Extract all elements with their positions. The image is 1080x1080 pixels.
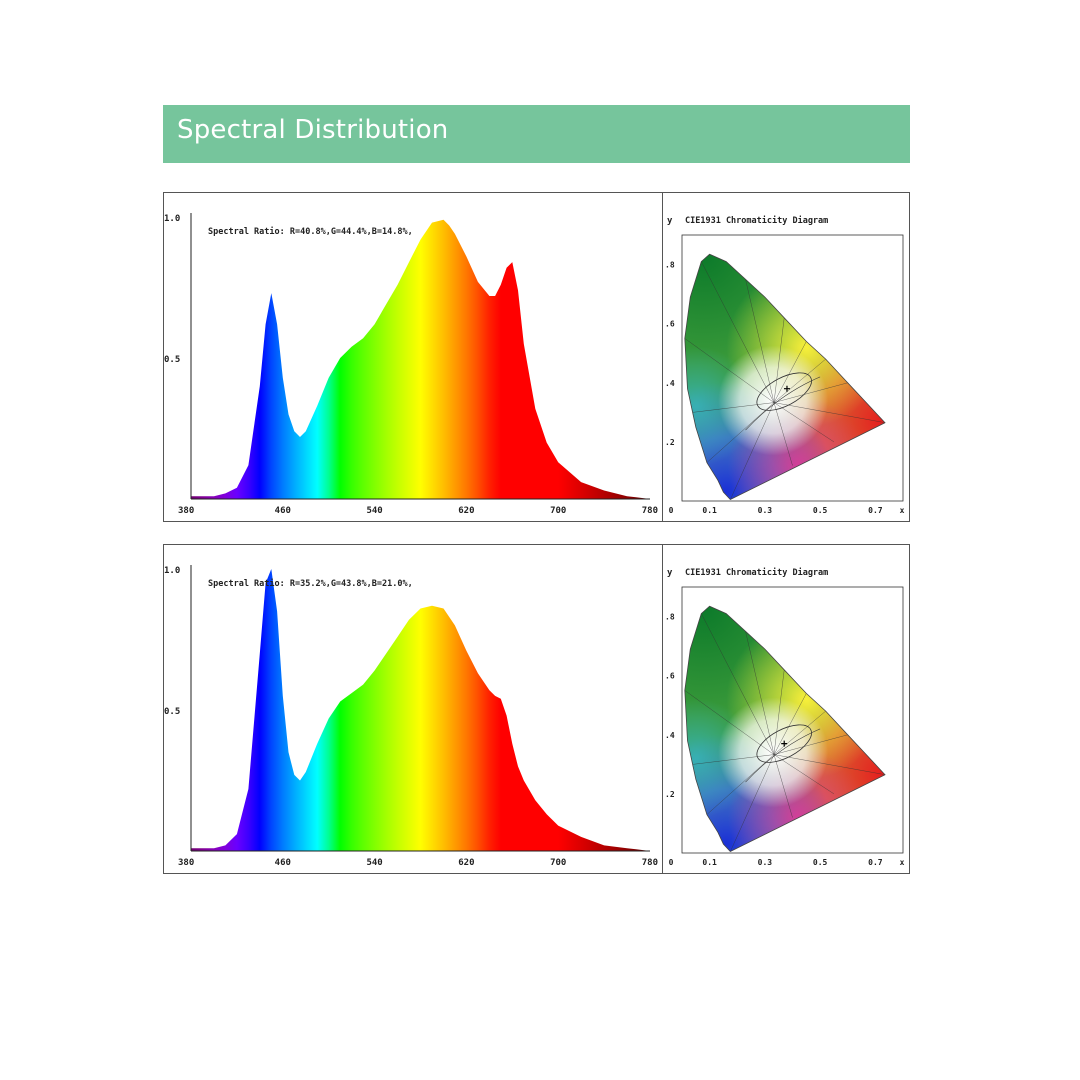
y-tick-label: 1.0 bbox=[164, 214, 180, 224]
cie-x-axis-label: x bbox=[900, 858, 905, 867]
y-tick-label: 1.0 bbox=[164, 566, 180, 576]
spectrum-chart-1: 1.0 0.5 380 460 540 620 700 780 Spectral Ratio: … bbox=[164, 193, 662, 521]
cie-x-tick-label: 0 bbox=[669, 506, 674, 515]
spectrum-svg-1: 1.0 0.5 380 460 540 620 700 780 Spectral Ratio: … bbox=[164, 213, 658, 516]
spectral-ratio-label: Spectral Ratio: R=40.8%,G=44.4%,B=14.8%, bbox=[208, 226, 413, 237]
chromaticity-point bbox=[783, 385, 790, 392]
spectrum-area bbox=[191, 219, 650, 500]
cie-y-tick-label: .8 bbox=[665, 261, 675, 270]
cie-chart-2: y CIE1931 Chromaticity Diagram .8 .6 .4 .2 0 0.… bbox=[662, 545, 910, 873]
x-tick-label: 700 bbox=[550, 506, 566, 516]
spectrum-chart-2: 1.0 0.5 380 460 540 620 700 780 Spectral Ratio: … bbox=[164, 545, 662, 873]
x-tick-label: 380 bbox=[178, 506, 194, 516]
x-tick-label: 700 bbox=[550, 858, 566, 868]
cie-y-tick-label: .6 bbox=[665, 672, 675, 681]
planckian-locus bbox=[756, 372, 812, 411]
y-tick-label: 0.5 bbox=[164, 355, 180, 365]
cie-title: CIE1931 Chromaticity Diagram bbox=[685, 215, 828, 226]
cie-y-tick-label: .4 bbox=[665, 379, 675, 388]
cie-y-tick-label: .2 bbox=[665, 438, 675, 447]
x-tick-label: 460 bbox=[275, 858, 291, 868]
cie-x-tick-label: 0.7 bbox=[868, 506, 883, 515]
spectrum-area bbox=[191, 569, 650, 851]
x-tick-label: 380 bbox=[178, 858, 194, 868]
chromaticity-point bbox=[781, 740, 788, 747]
cie-x-tick-label: 0.3 bbox=[758, 858, 773, 867]
cie-y-tick-label: .6 bbox=[665, 320, 675, 329]
cie-x-tick-label: 0 bbox=[669, 858, 674, 867]
y-tick-label: 0.5 bbox=[164, 707, 180, 717]
cie-y-tick-label: .2 bbox=[665, 790, 675, 799]
cie-x-axis-label: x bbox=[900, 506, 905, 515]
cie-title: CIE1931 Chromaticity Diagram bbox=[685, 567, 828, 578]
x-tick-label: 780 bbox=[642, 506, 658, 516]
x-tick-label: 540 bbox=[366, 858, 382, 868]
x-tick-label: 620 bbox=[458, 506, 474, 516]
spectral-locus bbox=[684, 253, 886, 500]
cie-plot-frame bbox=[681, 234, 904, 502]
cie-x-tick-label: 0.5 bbox=[813, 858, 828, 867]
cie-chart-1: y CIE1931 Chromaticity Diagram .8 .6 .4 .2 0 0.… bbox=[662, 193, 910, 521]
cie-y-tick-label: .4 bbox=[665, 731, 675, 740]
cie-x-tick-label: 0.1 bbox=[702, 506, 717, 515]
cie-x-tick-label: 0.3 bbox=[758, 506, 773, 515]
x-tick-label: 540 bbox=[366, 506, 382, 516]
cie-x-tick-label: 0.5 bbox=[813, 506, 828, 515]
cie-y-axis-label: y bbox=[667, 568, 673, 578]
spectrum-svg-2: 1.0 0.5 380 460 540 620 700 780 Spectral Ratio: … bbox=[164, 565, 658, 868]
planckian-locus bbox=[756, 724, 812, 763]
x-tick-label: 620 bbox=[458, 858, 474, 868]
cie-y-tick-label: .8 bbox=[665, 613, 675, 622]
section-title: Spectral Distribution bbox=[177, 115, 449, 145]
section-header: Spectral Distribution bbox=[163, 105, 910, 163]
cie-y-axis-label: y bbox=[667, 216, 673, 226]
cie-x-tick-label: 0.1 bbox=[702, 858, 717, 867]
cie-svg-2: y CIE1931 Chromaticity Diagram .8 .6 .4 .2 0 0.… bbox=[665, 567, 905, 867]
x-tick-label: 460 bbox=[275, 506, 291, 516]
cie-x-tick-label: 0.7 bbox=[868, 858, 883, 867]
spectral-locus bbox=[684, 605, 886, 852]
measurement-panel-2: 1.0 0.5 380 460 540 620 700 780 Spectral Ratio: … bbox=[163, 544, 910, 874]
x-tick-label: 780 bbox=[642, 858, 658, 868]
cie-svg-1: y CIE1931 Chromaticity Diagram .8 .6 .4 .2 0 0.… bbox=[665, 215, 905, 515]
spectral-ratio-label: Spectral Ratio: R=35.2%,G=43.8%,B=21.0%, bbox=[208, 578, 413, 589]
cie-plot-frame bbox=[681, 586, 904, 854]
measurement-panel-1: 1.0 0.5 380 460 540 620 700 780 Spectral Ratio: … bbox=[163, 192, 910, 522]
